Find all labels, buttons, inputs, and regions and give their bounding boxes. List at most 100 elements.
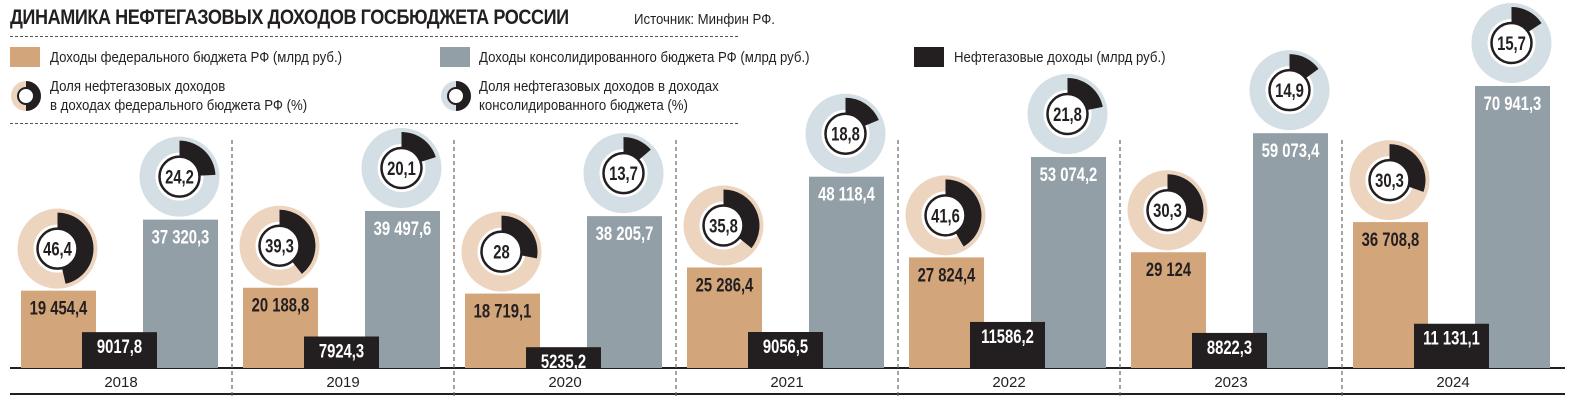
bar-consolidated — [587, 216, 662, 368]
x-tick-label: 2023 — [1214, 374, 1247, 391]
bar-oilgas — [970, 321, 1045, 368]
donut-share-federal: 28 — [461, 211, 542, 292]
donut-share-consolidated: 18,8 — [805, 93, 886, 174]
x-tick-label: 2019 — [326, 374, 359, 391]
donut-center — [602, 151, 645, 195]
bar-oilgas — [304, 336, 379, 368]
donut-share-federal: 30,3 — [1127, 170, 1208, 251]
bar-oilgas — [748, 331, 823, 368]
legend-swatch-oilgas — [914, 47, 944, 67]
donut-share-federal: 35,8 — [683, 185, 764, 266]
donut-center — [158, 155, 201, 198]
legend-label-share-cons: Доля нефтегазовых доходов в доходах — [479, 78, 719, 95]
bar-label-federal: 20 188,8 — [252, 295, 310, 316]
donut-share-federal: 41,6 — [905, 175, 986, 256]
donut-center — [702, 204, 745, 247]
legend-donut-federal-icon — [11, 81, 41, 111]
donut-value-label: 46,4 — [43, 239, 72, 260]
donut-center — [1368, 158, 1411, 202]
donut-value-label: 18,8 — [831, 124, 860, 145]
divider — [10, 36, 738, 37]
bar-oilgas — [82, 332, 157, 368]
donut-share-federal: 39,3 — [239, 205, 320, 286]
bar-consolidated — [1253, 133, 1328, 368]
x-tick-label: 2018 — [104, 374, 137, 391]
x-tick-label: 2021 — [770, 374, 803, 391]
legend-label-consolidated: Доходы консолидированного бюджета РФ (мл… — [479, 49, 810, 66]
donut-share-consolidated: 20,1 — [361, 127, 442, 208]
bar-label-oilgas: 11586,2 — [981, 326, 1034, 347]
bar-oilgas — [1414, 323, 1489, 368]
legend-center — [17, 87, 35, 105]
donut-value-label: 13,7 — [609, 163, 638, 184]
donut-center — [480, 230, 523, 273]
bar-label-federal: 36 708,8 — [1362, 229, 1420, 250]
donut-share-consolidated: 14,9 — [1249, 50, 1330, 131]
bar-label-oilgas: 9017,8 — [97, 336, 142, 357]
x-tick-label: 2022 — [992, 374, 1025, 391]
donut-value-label: 30,3 — [1375, 170, 1404, 191]
legend-donut-consolidated-icon — [441, 81, 471, 111]
bar-oilgas — [1192, 332, 1267, 368]
bar-label-consolidated: 53 074,2 — [1040, 164, 1098, 185]
donut-center — [924, 194, 967, 237]
donut-value-label: 15,7 — [1497, 33, 1526, 54]
donut-value-label: 30,3 — [1153, 201, 1182, 222]
donut-share-consolidated: 15,7 — [1471, 3, 1552, 83]
bar-label-oilgas: 11 131,1 — [1423, 328, 1480, 349]
source-note: Источник: Минфин РФ. — [634, 11, 775, 28]
donut-center — [1046, 92, 1089, 136]
legend-label-share-federal-2: в доходах федерального бюджета РФ (%) — [50, 97, 308, 114]
bar-label-consolidated: 39 497,6 — [374, 218, 432, 239]
bar-label-consolidated: 59 073,4 — [1262, 140, 1320, 161]
donut-share-consolidated: 13,7 — [583, 133, 664, 214]
bar-label-oilgas: 7924,3 — [319, 341, 364, 362]
x-tick-label: 2020 — [548, 374, 581, 391]
bar-label-oilgas: 9056,5 — [763, 336, 808, 357]
donut-center — [258, 224, 301, 267]
donut-center — [1268, 68, 1311, 112]
donut-center — [1490, 21, 1533, 65]
donut-value-label: 39,3 — [265, 236, 294, 257]
bar-oilgas — [526, 347, 601, 368]
bar-label-oilgas: 5235,2 — [541, 351, 586, 372]
donut-share-consolidated: 24,2 — [139, 136, 220, 217]
legend-label-share-federal: Доля нефтегазовых доходов — [50, 78, 226, 95]
donut-value-label: 35,8 — [709, 216, 738, 237]
legend-label-federal: Доходы федерального бюджета РФ (млрд руб… — [50, 49, 343, 66]
bar-label-consolidated: 48 118,4 — [818, 184, 875, 205]
donut-center — [1146, 188, 1189, 232]
legend-label-oilgas: Нефтегазовые доходы (млрд руб.) — [954, 49, 1166, 66]
legend-swatch-consolidated — [440, 47, 470, 67]
x-tick-label: 2024 — [1436, 374, 1469, 391]
divider — [10, 123, 738, 124]
legend-center — [447, 87, 465, 105]
donut-center — [824, 112, 867, 155]
bar-label-consolidated: 37 320,3 — [152, 227, 210, 248]
bar-label-federal: 27 824,4 — [918, 265, 976, 286]
legend-swatch-federal — [10, 47, 40, 67]
chart-title: ДИНАМИКА НЕФТЕГАЗОВЫХ ДОХОДОВ ГОСБЮДЖЕТА… — [10, 6, 569, 29]
donut-share-consolidated: 21,8 — [1027, 74, 1108, 155]
donut-center — [380, 146, 423, 190]
donut-value-label: 14,9 — [1275, 80, 1304, 101]
donut-share-federal: 30,3 — [1349, 140, 1430, 221]
donut-value-label: 21,8 — [1053, 104, 1082, 125]
donut-center — [36, 227, 79, 270]
donut-share-federal: 46,4 — [17, 208, 98, 289]
donut-value-label: 41,6 — [931, 206, 960, 227]
bar-label-oilgas: 8822,3 — [1207, 337, 1252, 358]
donut-value-label: 28 — [493, 242, 509, 263]
bar-label-consolidated: 38 205,7 — [596, 223, 654, 244]
legend-label-share-cons-2: консолидированного бюджета (%) — [479, 97, 688, 114]
donut-value-label: 24,2 — [165, 167, 194, 188]
bar-consolidated — [1475, 86, 1550, 368]
bar-label-federal: 18 719,1 — [474, 301, 532, 322]
bar-label-federal: 29 124 — [1146, 260, 1192, 281]
bar-label-consolidated: 70 941,3 — [1484, 93, 1542, 114]
bar-label-federal: 25 286,4 — [696, 275, 754, 296]
donut-value-label: 20,1 — [387, 158, 416, 179]
bar-label-federal: 19 454,4 — [30, 298, 88, 319]
